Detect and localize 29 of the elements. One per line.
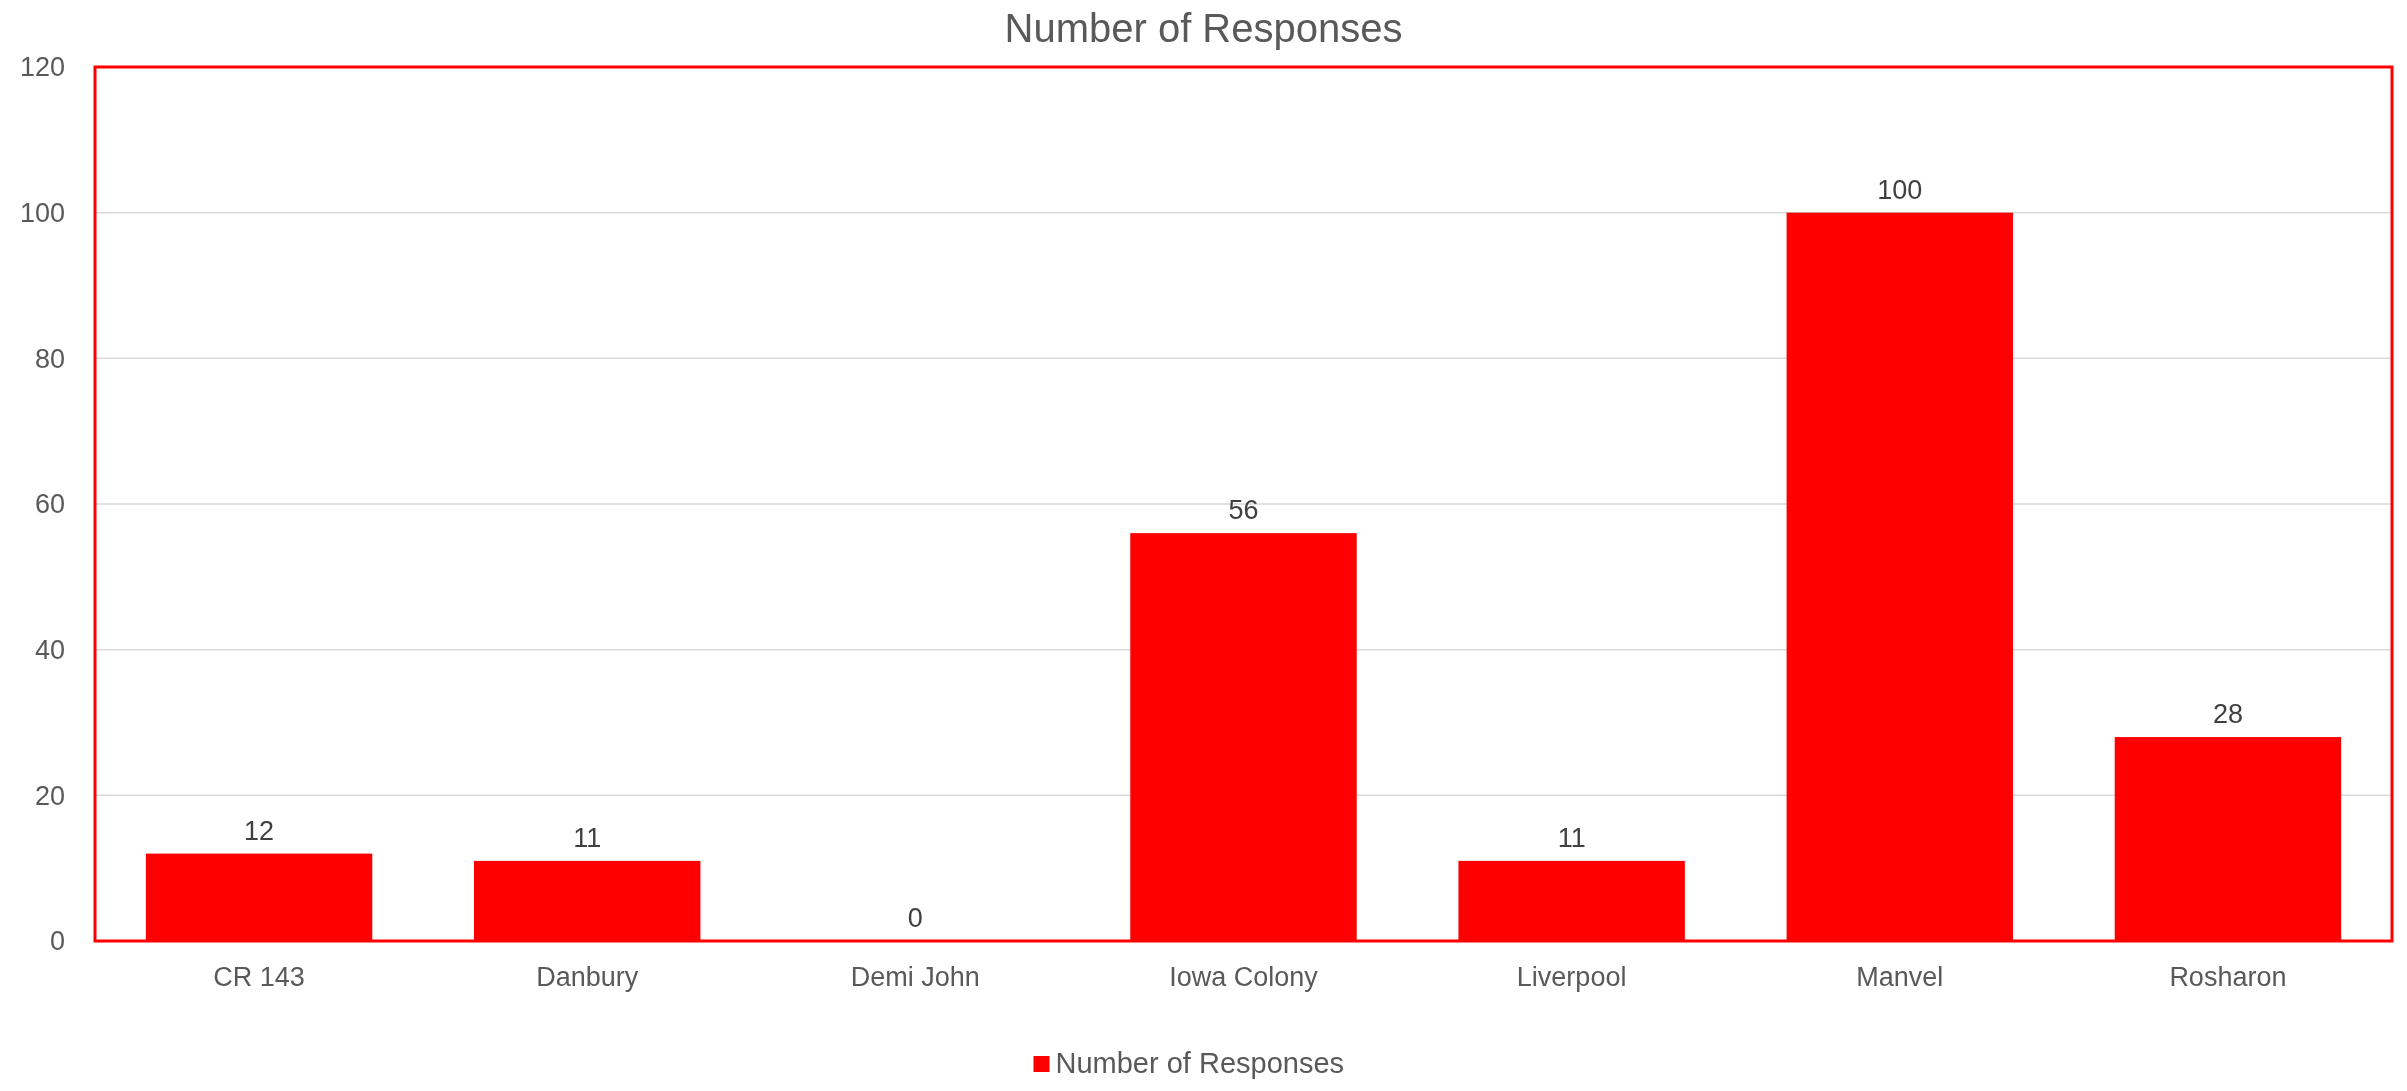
bar [1458,860,1685,941]
y-tick-label: 60 [34,489,65,520]
data-label: 12 [244,815,275,846]
y-tick-label: 100 [19,198,65,229]
data-label: 0 [907,903,923,933]
bar [1130,533,1357,941]
data-label: 11 [1557,822,1586,853]
bar [2114,737,2342,941]
bar [1786,212,2013,941]
x-tick-label: Iowa Colony [1169,962,1319,992]
x-tick-label: Rosharon [2169,962,2287,992]
y-tick-label: 20 [34,780,65,811]
x-tick-label: Liverpool [1516,962,1627,992]
data-label: 11 [573,822,602,853]
legend-label: Number of Responses [1055,1047,1345,1079]
y-tick-label: 40 [34,635,65,666]
x-tick-label: Manvel [1856,962,1944,992]
x-tick-label: Danbury [536,962,639,992]
data-label: 28 [2212,699,2243,730]
x-tick-label: CR 143 [213,962,305,992]
bar [474,860,701,941]
x-tick-label: Demi John [850,962,980,992]
y-tick-label: 120 [19,52,65,83]
data-label: 56 [1228,495,1259,526]
y-tick-label: 80 [34,343,65,374]
chart-title: Number of Responses [1004,6,1403,50]
y-tick-label: 0 [49,926,65,957]
data-label: 100 [1877,174,1923,205]
bar [145,853,373,941]
